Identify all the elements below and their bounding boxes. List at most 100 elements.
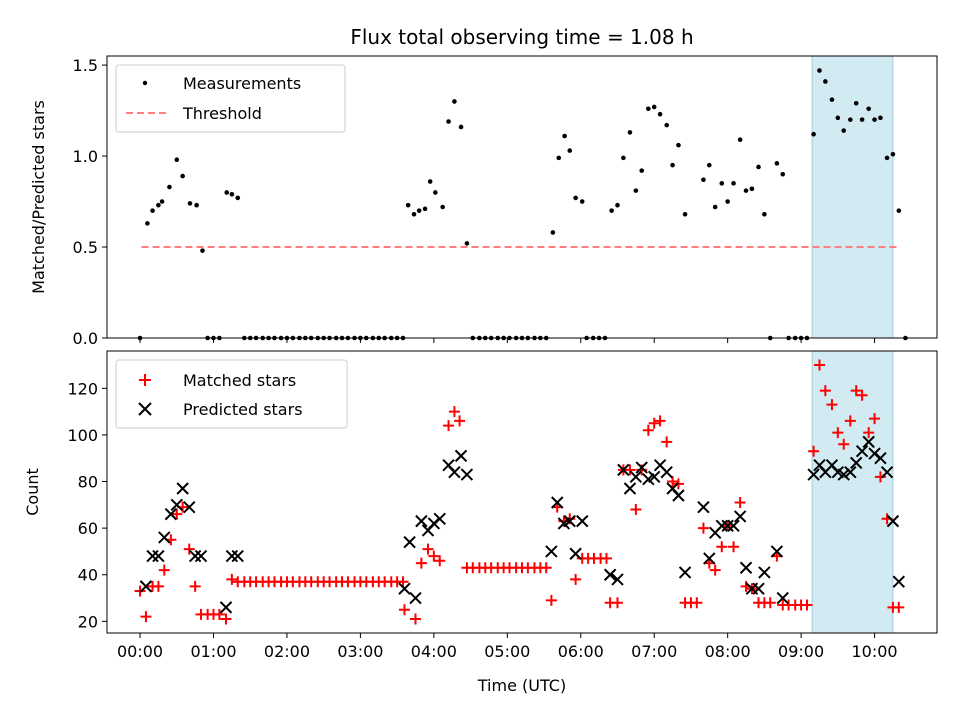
matched-star-point <box>448 406 460 418</box>
measurement-point <box>829 97 835 102</box>
predicted-star-point <box>433 512 446 526</box>
measurement-point <box>853 101 859 106</box>
matched-star-point <box>697 522 709 534</box>
predicted-star-point <box>837 468 850 481</box>
measurement-point <box>200 248 205 253</box>
measurement-point <box>878 115 883 121</box>
matched-star-point <box>140 611 152 623</box>
measurement-point <box>682 211 688 217</box>
predicted-star-point <box>188 549 202 563</box>
measurement-point <box>817 68 822 73</box>
matched-star-point <box>398 604 410 616</box>
predicted-star-point <box>164 507 178 521</box>
predicted-star-point <box>152 549 165 563</box>
measurement-point <box>731 181 736 186</box>
measurement-point <box>890 151 896 157</box>
matched-star-point <box>832 427 844 439</box>
predicted-star-point <box>672 489 685 502</box>
y-tick-label: 0.0 <box>73 329 98 348</box>
predicted-star-point <box>231 549 244 563</box>
observing-window-span <box>811 350 894 634</box>
measurement-point <box>194 202 199 208</box>
measurement-point <box>762 211 767 217</box>
predicted-star-point <box>225 549 239 563</box>
matched-star-point <box>709 564 721 576</box>
matched-star-point <box>874 471 886 483</box>
matched-star-point <box>226 573 238 585</box>
matched-star-point <box>838 438 850 450</box>
predicted-star-point <box>448 465 461 479</box>
measurement-point <box>229 191 235 197</box>
matched-star-point <box>844 415 856 427</box>
bottom-axes: 20 40 60 80 100 120 00:00 01:00 02:00 03:00 04:00… <box>23 350 938 695</box>
measurement-point <box>464 241 470 246</box>
measurement-point <box>725 199 730 204</box>
measurement-point <box>664 122 669 128</box>
measurement-point <box>150 208 155 213</box>
measurement-point <box>780 171 786 177</box>
predicted-star-point <box>697 500 710 514</box>
y-tick-label: 1.0 <box>73 147 98 166</box>
matched-star-point <box>213 608 225 620</box>
predicted-star-point <box>648 470 661 484</box>
predicted-star-point <box>733 510 747 523</box>
x-tick-label: 02:00 <box>264 642 310 661</box>
predicted-star-point <box>849 456 863 470</box>
bottom-xlabel: Time (UTC) <box>477 676 566 695</box>
measurement-point <box>621 155 626 161</box>
predicted-star-point <box>454 449 468 463</box>
predicted-star-point <box>752 582 765 595</box>
predicted-star-point <box>739 561 753 574</box>
matched-star-point <box>648 417 660 429</box>
measurement-point <box>427 179 433 184</box>
measurement-point <box>707 162 712 168</box>
predicted-star-point <box>611 573 624 586</box>
measurement-point <box>452 99 457 104</box>
predicted-star-point <box>460 468 474 481</box>
predicted-star-point <box>678 566 692 579</box>
measurement-point <box>712 204 718 210</box>
measurement-point <box>573 195 578 201</box>
y-tick-label: 100 <box>67 426 98 445</box>
matched-star-point <box>545 594 557 606</box>
legend-matched-marker <box>139 374 151 386</box>
predicted-star-point <box>703 552 716 565</box>
measurement-point <box>701 177 706 183</box>
matched-star-point <box>642 424 654 436</box>
matched-star-point <box>171 508 183 520</box>
x-tick-label: 03:00 <box>337 642 383 661</box>
measurement-point <box>405 202 411 208</box>
predicted-star-point <box>183 500 196 514</box>
measurement-point <box>180 173 185 179</box>
measurement-point <box>556 155 562 161</box>
matched-star-point <box>570 573 582 585</box>
measurement-point <box>433 190 438 195</box>
predicted-star-point <box>409 591 422 605</box>
matched-star-point <box>813 359 825 371</box>
matched-star-point <box>826 399 838 411</box>
matched-star-point <box>428 550 440 562</box>
y-tick-label: 40 <box>78 566 98 585</box>
predicted-star-point <box>880 465 894 479</box>
x-tick-label: 10:00 <box>852 642 898 661</box>
measurement-point <box>411 211 417 217</box>
top-axes: 0.0 0.5 1.0 1.5 Matched/Predicted stars Mea… <box>29 55 938 348</box>
measurement-point <box>884 155 890 161</box>
matched-star-point <box>808 445 820 457</box>
predicted-star-point <box>139 580 153 593</box>
legend-measurements-marker <box>142 80 148 86</box>
x-tick-label: 09:00 <box>778 642 824 661</box>
matched-star-point <box>691 597 703 609</box>
matched-star-point <box>764 597 776 609</box>
measurement-point <box>422 206 428 212</box>
measurement-point <box>811 131 816 137</box>
predicted-star-point <box>758 566 771 579</box>
predicted-star-point <box>660 465 673 479</box>
predicted-star-point <box>715 519 728 533</box>
measurement-point <box>835 115 841 121</box>
matched-star-point <box>443 420 455 432</box>
predicted-star-point <box>398 582 411 595</box>
predicted-star-point <box>617 463 630 477</box>
measurement-point <box>550 230 556 235</box>
